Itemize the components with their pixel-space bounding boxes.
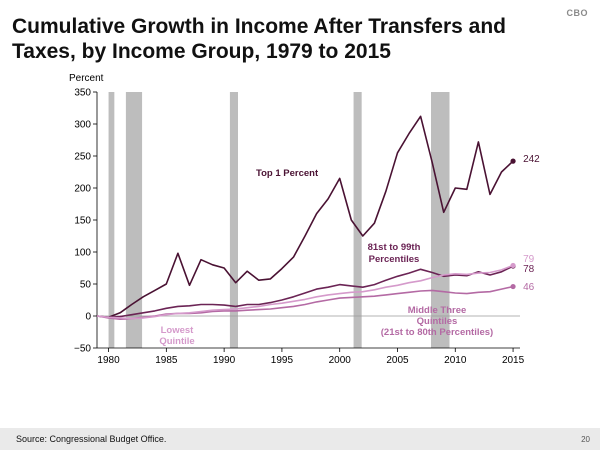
end-point-marker — [510, 283, 516, 290]
recession-bar — [353, 92, 362, 348]
x-tick-label: 2000 — [329, 355, 352, 366]
y-tick-label: 300 — [74, 120, 91, 131]
series-label: Lowest — [161, 325, 195, 336]
x-tick-label: 1980 — [97, 355, 120, 366]
recession-bar — [125, 92, 143, 348]
series-label: Percentiles — [369, 254, 420, 265]
recession-bar — [431, 92, 450, 348]
x-tick-label: 2010 — [444, 355, 467, 366]
y-tick-label: 100 — [74, 248, 91, 259]
y-tick-label: 250 — [74, 152, 91, 163]
series-label: Quintiles — [417, 316, 458, 327]
series-label: (21st to 80th Percentiles) — [381, 327, 493, 338]
end-value-label: 79 — [523, 254, 535, 265]
x-tick-label: 1990 — [213, 355, 236, 366]
end-value-label: 242 — [523, 154, 540, 165]
y-axis-title: Percent — [69, 73, 104, 84]
chart-title: Cumulative Growth in Income After Transf… — [12, 15, 506, 63]
recession-bar — [108, 92, 115, 348]
page-number: 20 — [581, 435, 590, 444]
x-tick-label: 1985 — [155, 355, 178, 366]
agency-label: CBO — [566, 8, 588, 18]
series-line — [96, 115, 514, 319]
end-value-label: 78 — [523, 264, 535, 275]
footer-bar: Source: Congressional Budget Office. 20 — [0, 428, 600, 450]
end-value-label: 46 — [523, 282, 535, 293]
y-tick-label: 200 — [74, 184, 91, 195]
series-line — [96, 264, 514, 320]
series-label: Top 1 Percent — [256, 168, 319, 179]
source-note: Source: Congressional Budget Office. — [16, 434, 167, 444]
y-tick-label: 0 — [85, 312, 91, 323]
x-tick-label: 1995 — [271, 355, 294, 366]
y-tick-label: 350 — [74, 88, 91, 99]
end-point-marker — [510, 262, 516, 269]
y-tick-label: 150 — [74, 216, 91, 227]
series-line — [96, 265, 514, 319]
y-tick-label: −50 — [74, 344, 91, 355]
series-label: 81st to 99th — [368, 242, 421, 253]
end-point-marker — [510, 158, 516, 164]
recession-bar — [229, 92, 238, 348]
series-label: Quintile — [159, 336, 194, 347]
x-tick-label: 2005 — [386, 355, 409, 366]
y-tick-label: 50 — [80, 280, 92, 291]
x-tick-label: 2015 — [502, 355, 525, 366]
series-label: Middle Three — [408, 305, 467, 316]
